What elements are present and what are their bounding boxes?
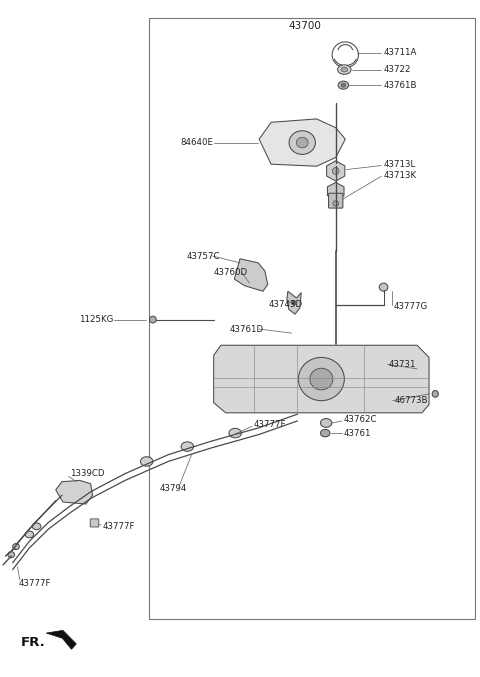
Text: 1125KG: 1125KG — [79, 315, 114, 324]
Text: 43777G: 43777G — [393, 301, 427, 311]
Text: 43761B: 43761B — [384, 81, 417, 89]
Text: 43794: 43794 — [159, 484, 187, 493]
FancyBboxPatch shape — [90, 519, 99, 527]
Ellipse shape — [291, 301, 296, 305]
Ellipse shape — [321, 418, 332, 427]
Text: 43713K: 43713K — [384, 171, 417, 179]
Text: 43722: 43722 — [384, 65, 411, 74]
Polygon shape — [259, 119, 345, 167]
Polygon shape — [327, 182, 344, 200]
Text: 46773B: 46773B — [394, 396, 428, 405]
Text: 43761: 43761 — [343, 429, 371, 437]
Text: 43777F: 43777F — [253, 420, 286, 429]
Ellipse shape — [299, 357, 344, 401]
Text: 43777F: 43777F — [102, 522, 135, 531]
Text: 43762C: 43762C — [343, 415, 377, 424]
Bar — [149, 18, 475, 619]
Text: 43777F: 43777F — [19, 579, 51, 588]
Ellipse shape — [333, 200, 338, 206]
Polygon shape — [56, 481, 93, 504]
Text: 43761D: 43761D — [229, 324, 264, 334]
Polygon shape — [214, 345, 429, 413]
Text: 43713L: 43713L — [384, 160, 416, 169]
Ellipse shape — [321, 429, 330, 437]
Ellipse shape — [12, 544, 19, 550]
Ellipse shape — [229, 429, 241, 438]
Ellipse shape — [181, 442, 193, 452]
Ellipse shape — [341, 83, 346, 87]
Ellipse shape — [337, 65, 351, 74]
Ellipse shape — [8, 552, 14, 558]
Ellipse shape — [379, 283, 388, 291]
Text: 43731: 43731 — [388, 359, 416, 369]
Polygon shape — [287, 291, 301, 314]
Ellipse shape — [296, 137, 308, 148]
Text: FR.: FR. — [21, 636, 46, 649]
Text: 43711A: 43711A — [384, 47, 417, 57]
Text: 43760D: 43760D — [214, 268, 248, 277]
Polygon shape — [46, 630, 76, 649]
Polygon shape — [234, 259, 268, 291]
FancyBboxPatch shape — [328, 193, 343, 208]
Ellipse shape — [32, 523, 41, 529]
Ellipse shape — [141, 457, 153, 466]
Text: 43757C: 43757C — [186, 252, 220, 261]
Ellipse shape — [332, 168, 339, 174]
Ellipse shape — [341, 67, 348, 72]
Text: 84640E: 84640E — [180, 138, 214, 147]
Ellipse shape — [289, 131, 315, 154]
Text: 1339CD: 1339CD — [70, 469, 105, 478]
Text: 43743D: 43743D — [269, 300, 303, 309]
Ellipse shape — [432, 391, 438, 397]
Text: 43700: 43700 — [288, 22, 321, 31]
Ellipse shape — [150, 316, 156, 323]
Ellipse shape — [310, 368, 333, 390]
Ellipse shape — [338, 81, 348, 89]
Polygon shape — [326, 161, 345, 181]
Ellipse shape — [25, 531, 34, 538]
